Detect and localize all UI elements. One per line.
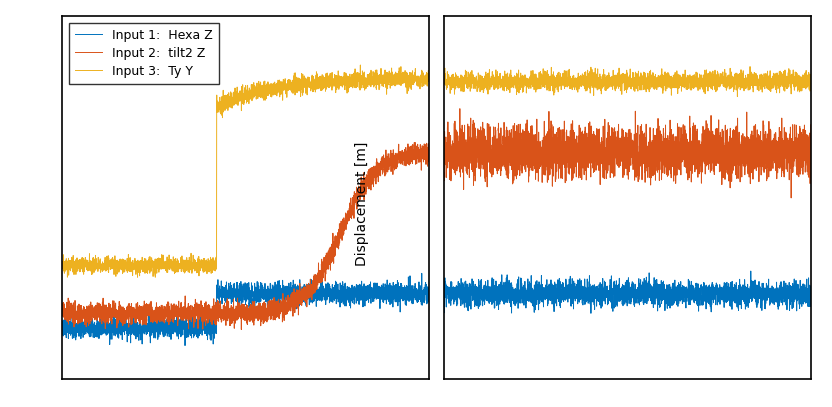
Input 1:  Hexa Z: (3.25e+03, 0.112): Hexa Z: (3.25e+03, 0.112) [296,293,306,298]
Input 3:  Ty Y: (908, 0.244): Ty Y: (908, 0.244) [124,256,134,261]
Input 2:  tilt2 Z: (4.11e+03, 0.498): tilt2 Z: (4.11e+03, 0.498) [359,184,369,189]
Text: Displacement [m]: Displacement [m] [355,141,369,266]
Line: Input 3:  Ty Y: Input 3: Ty Y [62,65,429,277]
Input 2:  tilt2 Z: (908, 0.0692): tilt2 Z: (908, 0.0692) [124,306,134,311]
Input 1:  Hexa Z: (1.67e+03, -0.0636): Hexa Z: (1.67e+03, -0.0636) [180,343,190,348]
Input 2:  tilt2 Z: (5e+03, 0.607): tilt2 Z: (5e+03, 0.607) [424,153,434,158]
Input 3:  Ty Y: (5e+03, 0.894): Ty Y: (5e+03, 0.894) [424,72,434,77]
Input 1:  Hexa Z: (4.11e+03, 0.095): Hexa Z: (4.11e+03, 0.095) [359,298,369,303]
Input 3:  Ty Y: (1.02e+03, 0.178): Ty Y: (1.02e+03, 0.178) [132,275,142,280]
Input 3:  Ty Y: (3.73e+03, 0.861): Ty Y: (3.73e+03, 0.861) [331,81,341,86]
Input 1:  Hexa Z: (1.91e+03, 0.0117): Hexa Z: (1.91e+03, 0.0117) [198,322,208,327]
Input 1:  Hexa Z: (3.73e+03, 0.104): Hexa Z: (3.73e+03, 0.104) [331,295,341,300]
Input 2:  tilt2 Z: (3e+03, 0.0791): tilt2 Z: (3e+03, 0.0791) [278,303,288,308]
Line: Input 1:  Hexa Z: Input 1: Hexa Z [62,274,429,346]
Input 3:  Ty Y: (4.11e+03, 0.881): Ty Y: (4.11e+03, 0.881) [359,76,369,81]
Input 3:  Ty Y: (1.91e+03, 0.205): Ty Y: (1.91e+03, 0.205) [198,267,208,272]
Line: Input 2:  tilt2 Z: Input 2: tilt2 Z [62,142,429,330]
Input 2:  tilt2 Z: (0, 0.0844): tilt2 Z: (0, 0.0844) [57,301,67,306]
Input 1:  Hexa Z: (0, 0.0118): Hexa Z: (0, 0.0118) [57,322,67,327]
Input 2:  tilt2 Z: (4.79e+03, 0.654): tilt2 Z: (4.79e+03, 0.654) [409,140,419,145]
Input 2:  tilt2 Z: (2.44e+03, -0.00677): tilt2 Z: (2.44e+03, -0.00677) [236,327,246,332]
Input 3:  Ty Y: (0, 0.233): Ty Y: (0, 0.233) [57,259,67,264]
Input 1:  Hexa Z: (5e+03, 0.145): Hexa Z: (5e+03, 0.145) [424,284,434,289]
Input 1:  Hexa Z: (908, 0.0058): Hexa Z: (908, 0.0058) [124,324,134,328]
Input 1:  Hexa Z: (3e+03, 0.167): Hexa Z: (3e+03, 0.167) [278,278,288,283]
Input 3:  Ty Y: (3.25e+03, 0.847): Ty Y: (3.25e+03, 0.847) [296,85,306,90]
Input 1:  Hexa Z: (4.89e+03, 0.192): Hexa Z: (4.89e+03, 0.192) [417,271,427,276]
Input 2:  tilt2 Z: (1.91e+03, 0.0606): tilt2 Z: (1.91e+03, 0.0606) [198,308,208,313]
Input 2:  tilt2 Z: (3.25e+03, 0.119): tilt2 Z: (3.25e+03, 0.119) [296,291,306,296]
Input 3:  Ty Y: (4.06e+03, 0.928): Ty Y: (4.06e+03, 0.928) [355,63,365,68]
Input 3:  Ty Y: (3e+03, 0.803): Ty Y: (3e+03, 0.803) [278,98,288,103]
Legend: Input 1:  Hexa Z, Input 2:  tilt2 Z, Input 3:  Ty Y: Input 1: Hexa Z, Input 2: tilt2 Z, Input… [69,22,220,84]
Input 2:  tilt2 Z: (3.73e+03, 0.302): tilt2 Z: (3.73e+03, 0.302) [331,240,341,245]
